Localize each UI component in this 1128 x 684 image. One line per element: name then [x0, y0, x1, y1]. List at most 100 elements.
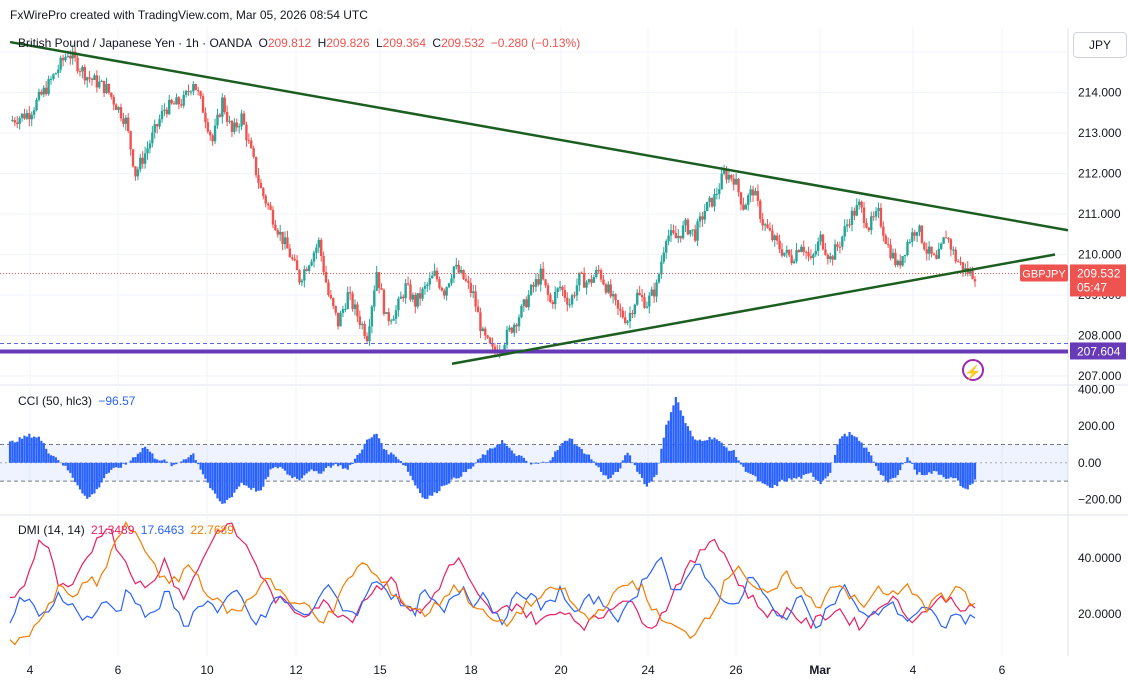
- candle-body: [110, 92, 113, 97]
- candle-body: [317, 239, 320, 248]
- candle-body: [488, 337, 492, 344]
- candle-body: [903, 254, 907, 257]
- candle-body: [732, 178, 735, 185]
- cci-legend[interactable]: CCI (50, hlc3) −96.57: [18, 394, 138, 408]
- candle-body: [819, 234, 822, 242]
- candle-body: [744, 204, 748, 210]
- candle-body: [821, 234, 825, 250]
- time-axis[interactable]: 4 6 10 12 15 18 20 24 26 Mar 4 6: [27, 663, 1006, 677]
- candle-body: [18, 118, 21, 124]
- candle-body: [899, 260, 902, 266]
- low-value: L209.364: [375, 36, 427, 50]
- candle-body: [363, 324, 366, 337]
- candle-body: [247, 140, 251, 142]
- candle-body: [616, 300, 620, 309]
- price-pane[interactable]: [0, 40, 1069, 365]
- candle-body: [102, 80, 106, 94]
- currency-button[interactable]: JPY: [1073, 32, 1127, 58]
- candle-body: [433, 270, 436, 276]
- candle-body: [836, 244, 839, 247]
- candle-body: [64, 56, 67, 61]
- candle-body: [245, 124, 248, 141]
- candle-body: [182, 94, 185, 106]
- candle-body: [172, 103, 176, 105]
- candle-body: [175, 97, 178, 105]
- candle-body: [201, 96, 205, 113]
- candle-body: [443, 290, 446, 296]
- candle-body: [580, 272, 583, 274]
- candle-body: [100, 80, 103, 82]
- candle-body: [804, 251, 808, 253]
- candle-body: [942, 237, 945, 244]
- candle-body: [901, 256, 904, 266]
- candle-body: [194, 84, 197, 90]
- candle-body: [312, 252, 316, 262]
- candle-body: [961, 262, 965, 272]
- candle-body: [230, 120, 234, 132]
- candle-body: [467, 280, 470, 283]
- candle-body: [78, 71, 82, 73]
- candle-body: [151, 132, 154, 144]
- price-axis[interactable]: 215.000214.000213.000212.000211.000210.0…: [1078, 45, 1122, 621]
- ticker-tag: GBPJPY: [1022, 268, 1066, 280]
- candle-body: [662, 252, 665, 262]
- candle-body: [749, 189, 752, 196]
- candle-body: [180, 104, 183, 106]
- candle-body: [578, 272, 581, 286]
- candle-body: [884, 235, 887, 244]
- candle-body: [614, 294, 617, 301]
- candle-body: [621, 310, 624, 318]
- candle-body: [76, 57, 79, 72]
- candle-body: [324, 272, 328, 283]
- candle-body: [771, 230, 774, 240]
- dmi-tick-label: 40.0000: [1078, 551, 1122, 565]
- candle-body: [515, 324, 518, 327]
- candle-body: [98, 81, 101, 88]
- candle-body: [447, 283, 451, 288]
- candle-body: [464, 279, 468, 281]
- candle-body: [773, 235, 776, 240]
- candle-body: [874, 211, 878, 217]
- candle-body: [389, 320, 393, 322]
- dmi-pane[interactable]: [9, 521, 976, 646]
- cci-pane[interactable]: [0, 397, 1068, 504]
- candle-body: [763, 224, 767, 226]
- dmi-label: DMI (14, 14): [18, 523, 85, 537]
- candle-body: [807, 252, 810, 257]
- candle-body: [674, 232, 678, 239]
- x-tick-label: 10: [200, 663, 214, 677]
- lightning-icon[interactable]: ⚡: [962, 359, 984, 381]
- dmi-legend[interactable]: DMI (14, 14) 21.3489 17.6463 22.7689: [18, 523, 237, 537]
- candle-body: [279, 231, 282, 235]
- candle-body: [865, 222, 868, 228]
- candle-body: [300, 280, 304, 283]
- candle-body: [611, 294, 615, 297]
- candle-body: [710, 197, 714, 207]
- candle-body: [155, 124, 159, 127]
- candle-body: [426, 284, 429, 287]
- candle-body: [701, 216, 704, 220]
- candle-body: [158, 119, 161, 127]
- candle-body: [170, 99, 173, 104]
- candle-body: [445, 287, 448, 296]
- candle-body: [339, 313, 342, 327]
- candle-body: [636, 292, 639, 305]
- candle-body: [619, 308, 622, 311]
- candle-body: [25, 113, 29, 119]
- candle-body: [968, 269, 972, 274]
- candle-body: [90, 78, 94, 80]
- candle-body: [592, 276, 596, 283]
- candle-body: [127, 117, 130, 132]
- candle-body: [737, 178, 740, 193]
- candle-body: [696, 221, 699, 241]
- candle-body: [759, 200, 762, 220]
- candle-body: [228, 120, 231, 122]
- candle-body: [920, 225, 924, 243]
- candle-body: [652, 289, 656, 297]
- chart-svg[interactable]: 215.000214.000213.000212.000211.000210.0…: [0, 28, 1128, 684]
- main-legend[interactable]: British Pound / Japanese Yen · 1h · OAND…: [18, 36, 583, 50]
- candle-body: [291, 257, 294, 259]
- candle-body: [344, 308, 347, 310]
- candle-body: [320, 239, 323, 257]
- candle-body: [370, 306, 374, 327]
